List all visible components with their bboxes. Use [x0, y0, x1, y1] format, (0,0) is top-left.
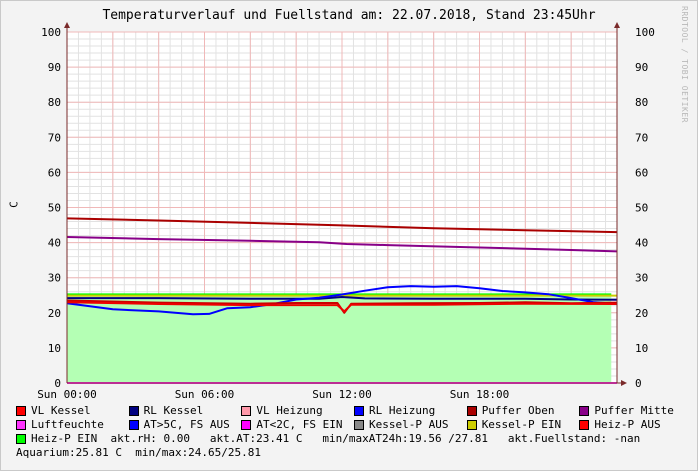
x-axis-arrow: [621, 380, 627, 386]
legend-swatch: [579, 420, 590, 430]
legend-item: Puffer Mitte: [579, 404, 692, 418]
legend-item: Luftfeuchte: [16, 418, 129, 432]
legend-item: VL Kessel: [16, 404, 129, 418]
status-readout: akt.rH: 0.00 akt.AT:23.41 C min/maxAT24h…: [97, 432, 641, 445]
legend-row-1: VL Kessel RL Kessel VL Heizung RL Heizung Pu…: [16, 404, 692, 418]
chart-title: Temperaturverlauf und Fuellstand am: 22.…: [102, 8, 596, 23]
series-line: [66, 285, 618, 316]
y-tick-label: 50: [48, 202, 61, 215]
y-tick-label: 10: [48, 342, 61, 355]
legend-swatch: [16, 434, 26, 444]
legend-label: Kessel-P AUS: [369, 418, 449, 431]
y-tick-label: 60: [48, 166, 61, 179]
tick-labels: 0 0 10 10 20 20 30 30 40 40 50 50 60 60 70 70 80 80 90 90 10…: [37, 26, 655, 400]
legend-item: Kessel-P AUS: [354, 418, 467, 432]
y-tick-label-right: 40: [635, 237, 648, 250]
legend: VL Kessel RL Kessel VL Heizung RL Heizung Pu…: [16, 404, 692, 460]
y-tick-label-right: 90: [635, 61, 648, 74]
series-area: [67, 294, 612, 383]
legend-label: Puffer Mitte: [594, 404, 674, 417]
legend-label: RL Heizung: [369, 404, 436, 417]
y-tick-label: 90: [48, 61, 61, 74]
legend-item: VL Heizung: [241, 404, 354, 418]
aquarium-readout: Aquarium:25.81 C min/max:24.65/25.81: [16, 446, 262, 459]
legend-item: AT>5C, FS AUS: [128, 418, 242, 432]
legend-label: AT>5C, FS AUS: [143, 418, 230, 431]
legend-item: Puffer Oben: [466, 404, 580, 418]
y-tick-label-right: 20: [635, 307, 648, 320]
series-line: [66, 236, 618, 253]
y-tick-label: 0: [54, 377, 61, 390]
legend-row-4: Aquarium:25.81 C min/max:24.65/25.81: [16, 446, 692, 460]
y-tick-label-right: 60: [635, 166, 648, 179]
x-tick-label: Sun 18:00: [450, 388, 510, 400]
series-line: [66, 301, 618, 313]
legend-label: Heiz-P AUS: [594, 418, 661, 431]
legend-label: AT<2C, FS EIN: [256, 418, 343, 431]
y-tick-label-right: 10: [635, 342, 648, 355]
legend-label: VL Heizung: [256, 404, 323, 417]
y-tick-label-right: 100: [635, 26, 655, 39]
legend-item: Heiz-P AUS: [579, 418, 692, 432]
legend-item: RL Kessel: [128, 404, 242, 418]
legend-label: Puffer Oben: [481, 404, 555, 417]
legend-swatch: [16, 420, 26, 430]
legend-swatch: [128, 406, 139, 416]
legend-swatch: [16, 406, 26, 416]
legend-swatch: [354, 420, 365, 430]
legend-swatch: [579, 406, 590, 416]
x-tick-label: Sun 12:00: [312, 388, 372, 400]
x-tick-label: Sun 06:00: [175, 388, 235, 400]
legend-item-heiz-p-ein: Heiz-P EIN: [16, 432, 97, 446]
legend-label: Kessel-P EIN: [481, 418, 562, 431]
legend-swatch: [241, 406, 252, 416]
legend-swatch: [354, 406, 365, 416]
y-axis-arrow: [64, 22, 70, 28]
axes: [64, 22, 627, 386]
legend-label: Luftfeuchte: [31, 418, 104, 431]
y-tick-label: 20: [48, 307, 61, 320]
legend-item: AT<2C, FS EIN: [241, 418, 354, 432]
legend-item: Kessel-P EIN: [466, 418, 580, 432]
x-tick-label: Sun 00:00: [37, 388, 97, 400]
series-line: [67, 296, 618, 301]
legend-row-3: Heiz-P EIN akt.rH: 0.00 akt.AT:23.41 C m…: [16, 432, 692, 446]
y-tick-label: 80: [48, 96, 61, 109]
y-tick-label-right: 70: [635, 131, 648, 144]
legend-item: RL Heizung: [354, 404, 467, 418]
y-tick-label: 30: [48, 272, 61, 285]
legend-row-2: Luftfeuchte AT>5C, FS AUS AT<2C, FS EIN Kes…: [16, 418, 692, 432]
y-tick-label-right: 50: [635, 202, 648, 215]
y-tick-label: 70: [48, 131, 61, 144]
legend-label: RL Kessel: [143, 404, 204, 417]
y-tick-label-right: 80: [635, 96, 648, 109]
series-line: [66, 217, 618, 234]
y-tick-label-right: 30: [635, 272, 648, 285]
y-tick-label: 100: [41, 26, 61, 39]
y-tick-label: 40: [48, 237, 61, 250]
legend-swatch: [241, 420, 252, 430]
legend-swatch: [466, 420, 477, 430]
legend-label: VL Kessel: [31, 404, 91, 417]
legend-swatch: [466, 406, 477, 416]
y-tick-label-right: 0: [635, 377, 642, 390]
rrdtool-watermark: RRDTOOL / TOBI OETIKER: [680, 6, 689, 123]
y-axis-right-arrow: [614, 22, 620, 28]
chart-plot: 0 0 10 10 20 20 30 30 40 40 50 50 60 60 70 70 80 80 90 90 10…: [37, 22, 655, 400]
legend-swatch: [128, 420, 139, 430]
legend-label: Heiz-P EIN: [31, 432, 98, 445]
